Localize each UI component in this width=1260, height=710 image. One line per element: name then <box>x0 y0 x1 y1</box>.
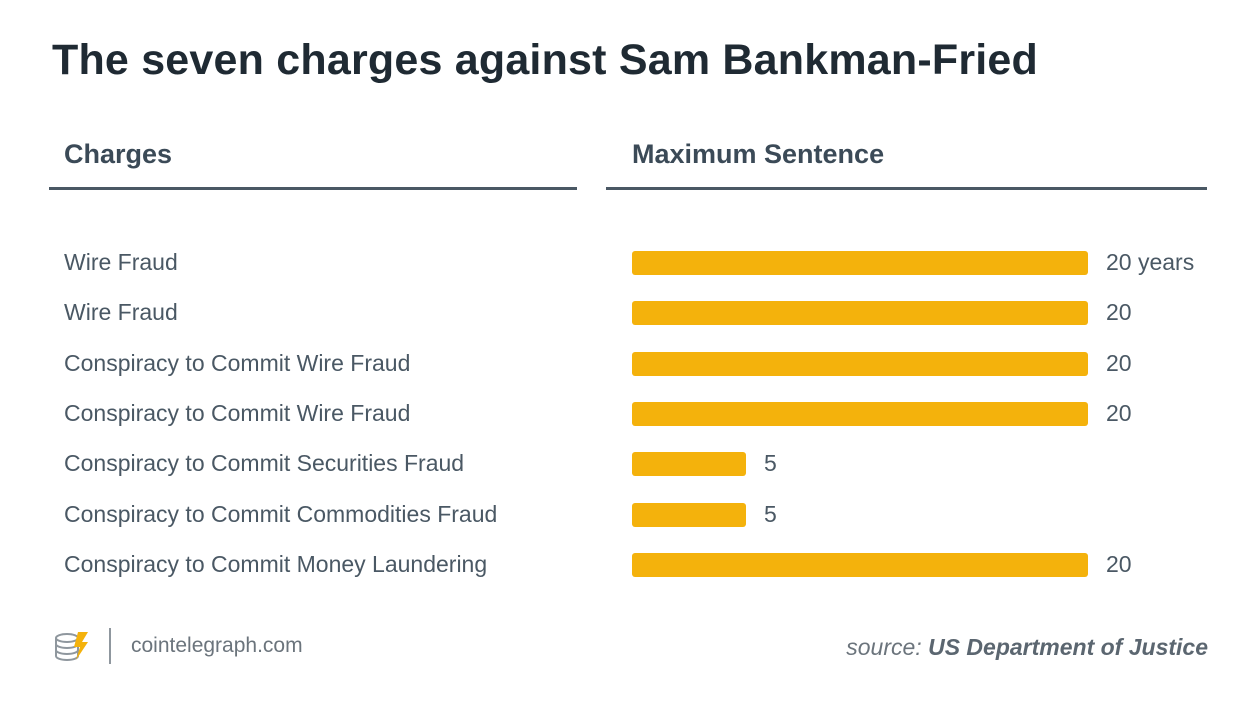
category-label: Conspiracy to Commit Wire Fraud <box>64 349 411 376</box>
chart-row: Wire Fraud 20 <box>0 299 1260 349</box>
chart-row: Conspiracy to Commit Wire Fraud 20 <box>0 350 1260 400</box>
value-label: 20 <box>1106 349 1132 376</box>
footer-site-name: cointelegraph.com <box>131 634 303 657</box>
source-organization: US Department of Justice <box>928 634 1208 660</box>
category-label: Conspiracy to Commit Money Laundering <box>64 550 488 577</box>
bar <box>632 552 1088 577</box>
bar <box>632 301 1088 326</box>
category-label: Conspiracy to Commit Commodities Fraud <box>64 500 498 527</box>
bar <box>632 351 1088 376</box>
value-label: 20 <box>1106 399 1132 426</box>
value-label: 20 <box>1106 550 1132 577</box>
bar <box>632 502 746 527</box>
category-label: Conspiracy to Commit Securities Fraud <box>64 450 465 477</box>
column-header-maximum-sentence: Maximum Sentence <box>632 139 885 169</box>
value-label: 20 years <box>1106 249 1195 275</box>
category-label: Wire Fraud <box>64 299 178 326</box>
bar <box>632 401 1088 426</box>
value-label: 20 <box>1106 299 1132 326</box>
value-label: 5 <box>764 500 777 527</box>
chart-row: Conspiracy to Commit Commodities Fraud 5 <box>0 501 1260 551</box>
chart-row: Wire Fraud 20 years <box>0 249 1260 299</box>
chart-row: Conspiracy to Commit Money Laundering 20 <box>0 551 1260 601</box>
source-prefix: source: <box>846 634 922 660</box>
value-label: 5 <box>764 450 777 477</box>
bar <box>632 452 746 477</box>
header-rule-left <box>49 187 577 190</box>
bar <box>632 251 1088 275</box>
chart-row: Conspiracy to Commit Securities Fraud 5 <box>0 450 1260 500</box>
footer-source: source: US Department of Justice <box>846 634 1208 661</box>
category-label: Conspiracy to Commit Wire Fraud <box>64 399 411 426</box>
category-label: Wire Fraud <box>64 249 178 275</box>
cointelegraph-logo-icon <box>55 632 88 662</box>
column-header-charges: Charges <box>64 139 173 169</box>
chart-title: The seven charges against Sam Bankman-Fr… <box>52 36 1039 84</box>
footer-divider <box>109 628 111 664</box>
header-rule-right <box>606 187 1207 190</box>
chart-row: Conspiracy to Commit Wire Fraud 20 <box>0 400 1260 450</box>
